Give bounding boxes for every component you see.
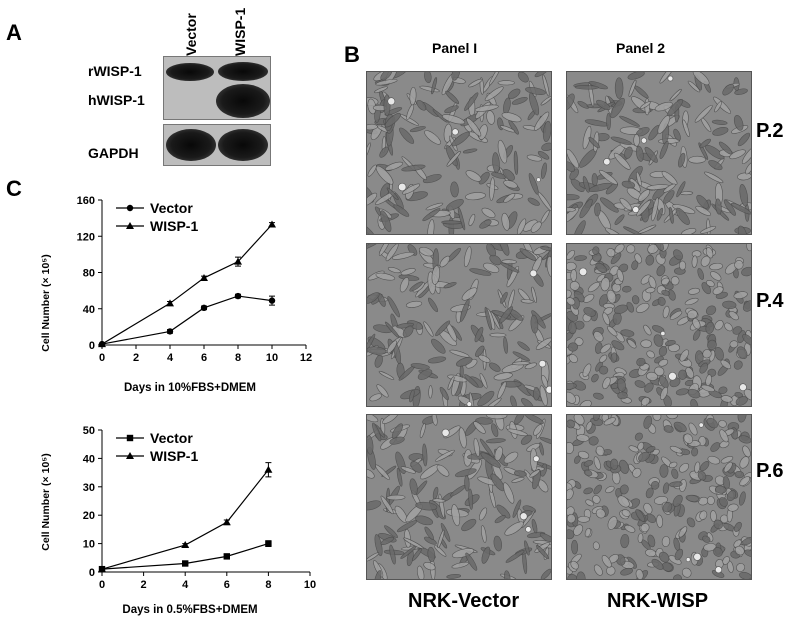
x-tick-label: 10 (304, 579, 316, 591)
micrograph-vector-p2 (366, 71, 552, 235)
y-tick-label: 30 (83, 482, 95, 494)
micrograph-vector-p4 (366, 243, 552, 407)
panel-c-letter: C (6, 176, 22, 201)
micrograph-wisp-p4 (566, 243, 752, 407)
legend-label: WISP-1 (150, 448, 198, 464)
micrograph-wisp-p2 (566, 71, 752, 235)
y-tick-label: 120 (77, 231, 95, 243)
western-blot-wisp (163, 56, 271, 120)
band-gapdh-vector (166, 129, 216, 161)
panel-b-col-1: Panel I (432, 40, 478, 56)
x-tick-label: 2 (141, 579, 147, 591)
y-tick-label: 160 (77, 195, 95, 207)
series-line-vector (101, 295, 273, 345)
data-point (265, 540, 272, 547)
panel-b-col-2: Panel 2 (616, 40, 666, 56)
legend-label: WISP-1 (150, 218, 198, 234)
blot-row-rwisp1: rWISP-1 (88, 63, 142, 79)
micrograph-vector-p6 (366, 414, 552, 580)
chart1-xlabel: Days in 10%FBS+DMEM (124, 382, 256, 394)
chart1-ylabel: Cell Number (× 10⁵) (40, 254, 52, 351)
data-point (222, 518, 231, 526)
data-point (182, 560, 189, 567)
data-point (268, 220, 276, 228)
y-tick-label: 10 (83, 539, 95, 551)
data-point (200, 273, 208, 281)
band-rwisp1-vector (166, 63, 214, 81)
x-tick-label: 4 (182, 579, 189, 591)
micrograph-wisp-p6 (566, 414, 752, 580)
data-point (264, 465, 273, 473)
blot-row-gapdh: GAPDH (88, 145, 139, 161)
y-tick-label: 20 (83, 510, 95, 522)
x-tick-label: 6 (201, 352, 207, 364)
caption-nrk-vector: NRK-Vector (408, 590, 520, 612)
data-point (181, 541, 190, 549)
y-tick-label: 0 (89, 567, 95, 579)
blot-column-vector: Vector (183, 13, 199, 56)
blot-column-wisp1: WISP-1 (232, 7, 248, 56)
x-tick-label: 0 (99, 579, 105, 591)
legend-marker (126, 222, 134, 229)
x-tick-label: 10 (266, 352, 278, 364)
y-tick-label: 40 (83, 453, 95, 465)
x-tick-label: 12 (300, 352, 312, 364)
band-hwisp1-wisp1 (216, 84, 270, 118)
passage-label-p4: P.4 (756, 290, 784, 312)
band-gapdh-wisp1 (218, 129, 268, 161)
data-point (98, 565, 106, 573)
data-point (234, 257, 242, 265)
panel-a-letter: A (6, 20, 22, 45)
x-tick-label: 8 (265, 579, 271, 591)
legend-marker (126, 434, 134, 442)
band-rwisp1-wisp1 (218, 62, 268, 81)
growth-chart-05pct: Cell Number (× 10⁵) Days in 0.5%FBS+DMEM… (40, 425, 316, 616)
y-tick-label: 40 (83, 304, 95, 316)
data-point (200, 304, 208, 312)
chart2-xlabel: Days in 0.5%FBS+DMEM (122, 604, 257, 616)
panel-b-letter: B (344, 42, 360, 67)
x-tick-label: 6 (224, 579, 230, 591)
legend-label: Vector (150, 200, 193, 216)
y-tick-label: 50 (83, 425, 95, 437)
blot-row-hwisp1: hWISP-1 (88, 92, 145, 108)
x-tick-label: 0 (99, 352, 105, 364)
passage-label-p6: P.6 (756, 460, 784, 482)
series-line-wisp-1 (101, 469, 269, 570)
y-tick-label: 0 (89, 340, 95, 352)
growth-chart-10pct: Cell Number (× 10⁵) Days in 10%FBS+DMEM … (40, 195, 312, 394)
x-tick-label: 2 (133, 352, 139, 364)
x-tick-label: 4 (167, 352, 174, 364)
data-point (268, 297, 276, 304)
series-line-wisp-1 (101, 224, 273, 345)
chart2-ylabel: Cell Number (× 10⁵) (40, 453, 52, 550)
legend-marker (126, 204, 134, 212)
data-point (223, 553, 230, 560)
data-point (234, 292, 242, 300)
y-tick-label: 80 (83, 268, 95, 280)
passage-label-p2: P.2 (756, 120, 784, 142)
data-point (98, 340, 106, 348)
data-point (166, 299, 174, 307)
western-blot-gapdh (163, 124, 271, 166)
legend-marker (126, 452, 134, 459)
series-line-vector (101, 543, 269, 570)
data-point (166, 328, 174, 335)
caption-nrk-wisp: NRK-WISP (607, 590, 709, 612)
legend-label: Vector (150, 430, 193, 446)
x-tick-label: 8 (235, 352, 241, 364)
